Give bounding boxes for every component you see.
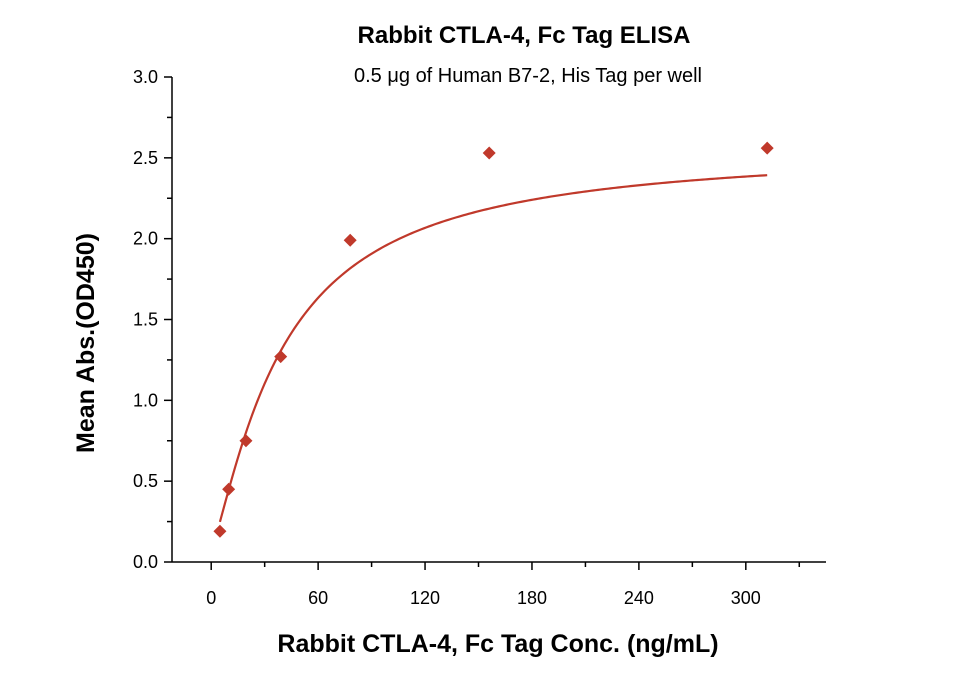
y-tick-label: 0.0 — [133, 552, 158, 572]
y-tick-label: 1.5 — [133, 310, 158, 330]
fit-curve — [218, 174, 768, 523]
y-tick-label: 0.5 — [133, 471, 158, 491]
y-tick-label: 2.0 — [133, 229, 158, 249]
data-points — [213, 141, 774, 538]
y-axis-label: Mean Abs.(OD450) — [72, 233, 100, 453]
y-tick-label: 1.0 — [133, 390, 158, 410]
x-tick-label: 0 — [206, 588, 216, 608]
x-tick-label: 120 — [410, 588, 440, 608]
y-ticks: 0.0 0.5 1.0 1.5 2.0 2.5 3.0 — [133, 67, 172, 572]
x-tick-label: 300 — [731, 588, 761, 608]
y-tick-label: 2.5 — [133, 148, 158, 168]
data-point — [213, 524, 227, 538]
chart-subtitle: 0.5 μg of Human B7-2, His Tag per well — [354, 65, 702, 87]
data-point — [482, 146, 496, 160]
data-point — [239, 434, 253, 448]
data-point — [222, 482, 236, 496]
x-tick-label: 240 — [624, 588, 654, 608]
data-point — [274, 350, 288, 364]
y-tick-label: 3.0 — [133, 67, 158, 87]
chart-title: Rabbit CTLA-4, Fc Tag ELISA — [358, 22, 691, 49]
x-tick-label: 180 — [517, 588, 547, 608]
data-point — [343, 233, 357, 247]
data-point — [760, 141, 774, 155]
x-ticks: 0 60 120 180 240 300 — [206, 562, 801, 608]
x-axis-label: Rabbit CTLA-4, Fc Tag Conc. (ng/mL) — [277, 630, 718, 658]
x-tick-label: 60 — [308, 588, 328, 608]
